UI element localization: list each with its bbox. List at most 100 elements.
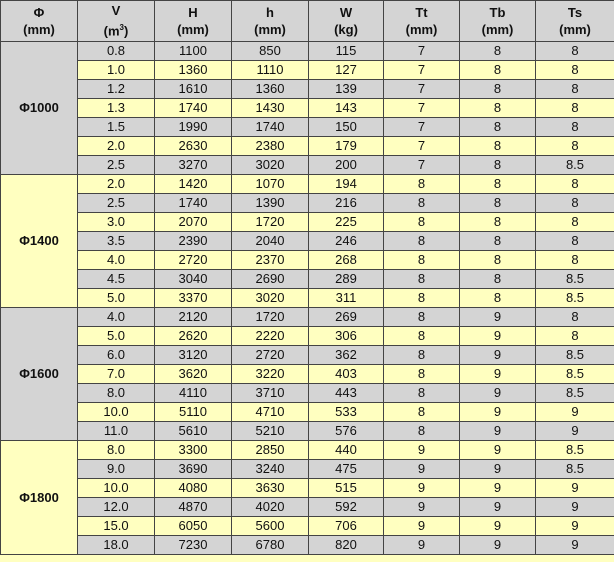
table-cell: 576 [308, 421, 384, 441]
table-cell: 194 [308, 174, 384, 194]
table-cell: 8 [459, 60, 536, 80]
table-cell: 216 [308, 193, 384, 213]
table-cell: 1100 [154, 41, 232, 61]
table-cell: 2380 [231, 136, 309, 156]
table-cell: 3.0 [77, 212, 155, 232]
table-cell: 150 [308, 117, 384, 137]
table-cell: 1740 [231, 117, 309, 137]
table-cell: 9.0 [77, 459, 155, 479]
table-cell: 9 [383, 440, 460, 460]
table-cell: 2.0 [77, 174, 155, 194]
table-cell: 8 [459, 288, 536, 308]
table-cell: 9 [535, 402, 614, 422]
table-cell: 8 [535, 136, 614, 156]
table-cell: 8 [459, 212, 536, 232]
table-cell: 8 [459, 117, 536, 137]
table-cell: 8 [459, 269, 536, 289]
table-row: 6.0 3120 2720 362 8 9 8.5 [1, 345, 614, 365]
table-cell: 8 [383, 364, 460, 384]
table-cell: 8 [459, 136, 536, 156]
table-cell: 7230 [154, 535, 232, 555]
table-cell: 4.0 [77, 307, 155, 327]
table-cell: 12.0 [77, 497, 155, 517]
header-Tb: Tb (mm) [459, 0, 536, 42]
table-cell: 9 [383, 478, 460, 498]
table-row: Φ1600 4.0 2120 1720 269 8 9 8 [0, 307, 614, 441]
table-cell: 8.5 [535, 459, 614, 479]
table-cell: 6.0 [77, 345, 155, 365]
table-cell: 2630 [154, 136, 232, 156]
table-cell: 8.0 [77, 383, 155, 403]
table-cell: 2.5 [77, 155, 155, 175]
table-cell: 9 [459, 459, 536, 479]
table-cell: 8 [383, 421, 460, 441]
diameter-group-cell: Φ1800 [0, 440, 78, 555]
table-cell: 9 [459, 421, 536, 441]
table-cell: 9 [459, 326, 536, 346]
table-cell: 8 [383, 212, 460, 232]
table-cell: 403 [308, 364, 384, 384]
table-cell: 8 [535, 326, 614, 346]
table-cell: 1360 [231, 79, 309, 99]
table-cell: 7 [383, 155, 460, 175]
table-cell: 8 [459, 231, 536, 251]
table-cell: 1360 [154, 60, 232, 80]
table-cell: 8 [383, 250, 460, 270]
table-cell: 18.0 [77, 535, 155, 555]
table-cell: 9 [459, 402, 536, 422]
table-cell: 139 [308, 79, 384, 99]
table-cell: 9 [459, 516, 536, 536]
table-row: 5.0 2620 2220 306 8 9 8 [1, 326, 614, 346]
table-cell: 10.0 [77, 402, 155, 422]
table-cell: 1430 [231, 98, 309, 118]
table-cell: 9 [535, 497, 614, 517]
table-cell: 115 [308, 41, 384, 61]
table-cell: 8 [383, 326, 460, 346]
table-cell: 8 [535, 79, 614, 99]
table-cell: 8.5 [535, 440, 614, 460]
table-cell: 2070 [154, 212, 232, 232]
table-cell: 268 [308, 250, 384, 270]
table-cell: 1.0 [77, 60, 155, 80]
diameter-group-cell: Φ1400 [0, 174, 78, 308]
table-cell: 706 [308, 516, 384, 536]
table-cell: 9 [459, 307, 536, 327]
table-row: 3.5 2390 2040 246 8 8 8 [1, 231, 614, 251]
table-cell: 1110 [231, 60, 309, 80]
table-cell: 1.2 [77, 79, 155, 99]
table-cell: 8 [535, 212, 614, 232]
table-cell: 3020 [231, 155, 309, 175]
table-cell: 0.8 [77, 41, 155, 61]
table-cell: 8.5 [535, 269, 614, 289]
table-cell: 8 [535, 60, 614, 80]
table-cell: 9 [459, 440, 536, 460]
table-cell: 7 [383, 41, 460, 61]
table-cell: 3020 [231, 288, 309, 308]
table-row: 10.0 4080 3630 515 9 9 9 [1, 478, 614, 498]
table-cell: 2120 [154, 307, 232, 327]
table-cell: 8 [383, 307, 460, 327]
table-cell: 5610 [154, 421, 232, 441]
table-cell: 7 [383, 60, 460, 80]
table-cell: 2370 [231, 250, 309, 270]
table-cell: 7 [383, 98, 460, 118]
table-cell: 10.0 [77, 478, 155, 498]
table-cell: 2850 [231, 440, 309, 460]
table-cell: 1390 [231, 193, 309, 213]
table-cell: 15.0 [77, 516, 155, 536]
table-row: 12.0 4870 4020 592 9 9 9 [1, 497, 614, 517]
table-cell: 2.0 [77, 136, 155, 156]
table-cell: 6780 [231, 535, 309, 555]
table-cell: 8.0 [77, 440, 155, 460]
diameter-group-cell: Φ1600 [0, 307, 78, 441]
table-cell: 269 [308, 307, 384, 327]
table-cell: 8.5 [535, 155, 614, 175]
table-cell: 8 [535, 250, 614, 270]
table-cell: 533 [308, 402, 384, 422]
table-cell: 8 [459, 41, 536, 61]
table-cell: 475 [308, 459, 384, 479]
table-cell: 9 [383, 497, 460, 517]
table-cell: 3690 [154, 459, 232, 479]
table-row: 10.0 5110 4710 533 8 9 9 [1, 402, 614, 422]
